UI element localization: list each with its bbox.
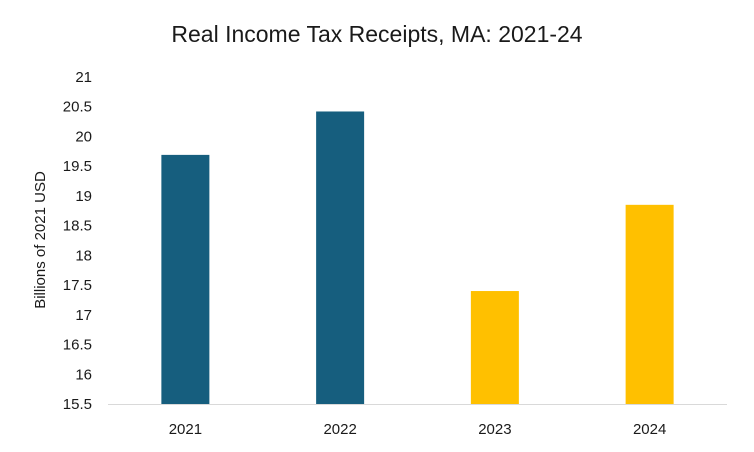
y-axis-ticks: 15.5 16 16.5 17 17.5 18 18.5 19 19.5 20 20.5 21 — [63, 69, 92, 413]
bar-2024 — [625, 204, 674, 404]
y-tick-label: 21 — [75, 69, 92, 86]
y-tick-label: 17.5 — [63, 277, 92, 294]
x-tick-label: 2022 — [323, 421, 356, 438]
y-tick-label: 18.5 — [63, 218, 92, 235]
y-tick-label: 16 — [75, 366, 92, 383]
x-tick-label: 2023 — [478, 421, 511, 438]
x-tick-label: 2021 — [169, 421, 202, 438]
y-tick-label: 17 — [75, 307, 92, 324]
bars-group — [161, 111, 674, 404]
chart-title: Real Income Tax Receipts, MA: 2021-24 — [171, 21, 582, 47]
bar-2023 — [470, 291, 519, 404]
x-tick-label: 2024 — [633, 421, 666, 438]
bar-2021 — [161, 154, 210, 404]
y-axis-label: Billions of 2021 USD — [32, 171, 49, 309]
x-axis-ticks: 2021 2022 2023 2024 — [169, 421, 667, 438]
y-tick-label: 15.5 — [63, 396, 92, 413]
y-tick-label: 19 — [75, 188, 92, 205]
y-tick-label: 20.5 — [63, 99, 92, 116]
y-tick-label: 18 — [75, 247, 92, 264]
y-tick-label: 20 — [75, 128, 92, 145]
y-tick-label: 16.5 — [63, 337, 92, 354]
y-tick-label: 19.5 — [63, 158, 92, 175]
bar-2022 — [316, 111, 365, 404]
